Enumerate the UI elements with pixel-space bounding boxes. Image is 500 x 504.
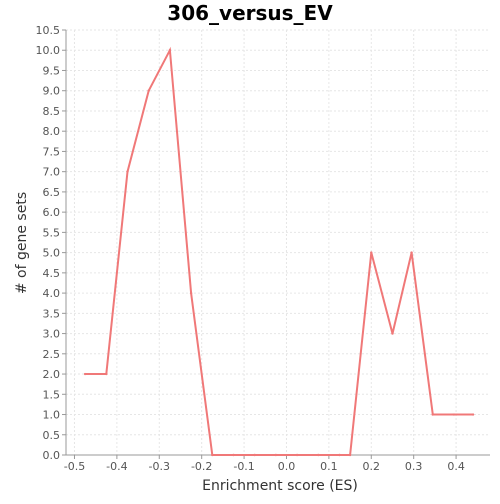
y-tick-label: 6.0: [43, 206, 61, 219]
x-tick-label: -0.4: [106, 460, 127, 473]
data-point: [126, 170, 129, 173]
chart-title: 306_versus_EV: [167, 1, 333, 25]
series-line: [85, 46, 473, 456]
axes: 0.0 0.5 1.0 1.5 2.0 2.5 3.0 3.5 4.0 4.5 5.0 5.5 6.0 6…: [36, 24, 490, 473]
y-tick-label: 3.5: [43, 307, 61, 320]
data-point: [452, 413, 456, 416]
data-point: [168, 49, 172, 52]
series-layer: [83, 46, 475, 457]
data-point: [431, 413, 434, 416]
data-point: [391, 332, 394, 335]
x-tick-label: 0.3: [405, 460, 423, 473]
data-point: [274, 453, 278, 457]
data-point: [189, 291, 193, 295]
y-tick-label: 9.0: [43, 85, 61, 98]
x-tick-label: 0.4: [447, 460, 465, 473]
data-point: [232, 453, 235, 457]
y-tick-label: 1.0: [43, 409, 61, 422]
y-tick-label: 4.0: [43, 287, 61, 300]
data-point: [317, 453, 320, 457]
y-tick-label: 7.0: [43, 166, 61, 179]
y-tick-label: 7.5: [43, 145, 61, 158]
y-tick-label: 0.5: [43, 429, 61, 442]
x-tick-label: 0.0: [278, 460, 296, 473]
y-tick-label: 6.5: [43, 186, 61, 199]
data-point: [471, 413, 475, 416]
y-tick-label: 10.0: [36, 44, 61, 57]
data-point: [348, 453, 352, 457]
data-point: [338, 453, 341, 457]
x-tick-label: -0.5: [64, 460, 85, 473]
data-point: [370, 251, 373, 254]
y-tick-label: 1.5: [43, 388, 61, 401]
y-tick-label: 4.5: [43, 267, 61, 280]
y-tick-label: 8.0: [43, 125, 61, 138]
y-tick-label: 8.5: [43, 105, 61, 118]
x-tick-label: 0.2: [363, 460, 381, 473]
y-tick-label: 0.0: [43, 449, 61, 462]
data-point: [295, 453, 299, 457]
x-tick-label: -0.1: [233, 460, 254, 473]
x-tick-label: -0.2: [191, 460, 212, 473]
x-tick-label: 0.1: [320, 460, 338, 473]
data-point: [105, 372, 108, 376]
y-tick-label: 2.5: [43, 348, 61, 361]
y-tick-label: 5.0: [43, 247, 61, 260]
y-axis-label: # of gene sets: [14, 192, 30, 294]
data-point: [410, 251, 413, 254]
y-tick-label: 5.5: [43, 226, 61, 239]
data-point: [211, 453, 214, 457]
y-tick-label: 10.5: [36, 24, 61, 37]
x-tick-label: -0.3: [149, 460, 170, 473]
y-tick-label: 3.0: [43, 328, 61, 341]
data-point: [253, 453, 256, 457]
grid: [66, 29, 490, 456]
data-point: [83, 372, 87, 376]
x-axis-label: Enrichment score (ES): [202, 478, 358, 494]
y-tick-label: 2.0: [43, 368, 61, 381]
data-point: [147, 89, 150, 92]
y-tick-label: 9.5: [43, 64, 61, 77]
